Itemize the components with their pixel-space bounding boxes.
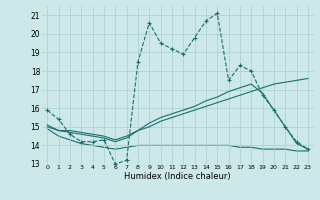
X-axis label: Humidex (Indice chaleur): Humidex (Indice chaleur) (124, 172, 231, 181)
